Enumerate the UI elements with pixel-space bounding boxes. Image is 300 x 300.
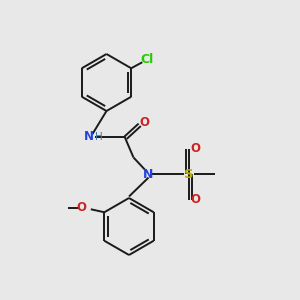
Text: O: O (76, 201, 86, 214)
Text: O: O (190, 142, 201, 155)
Text: H: H (94, 131, 102, 142)
Text: Cl: Cl (140, 53, 153, 66)
Text: O: O (139, 116, 149, 129)
Text: S: S (184, 167, 194, 181)
Text: N: N (83, 130, 94, 143)
Text: N: N (143, 167, 154, 181)
Text: O: O (190, 193, 201, 206)
